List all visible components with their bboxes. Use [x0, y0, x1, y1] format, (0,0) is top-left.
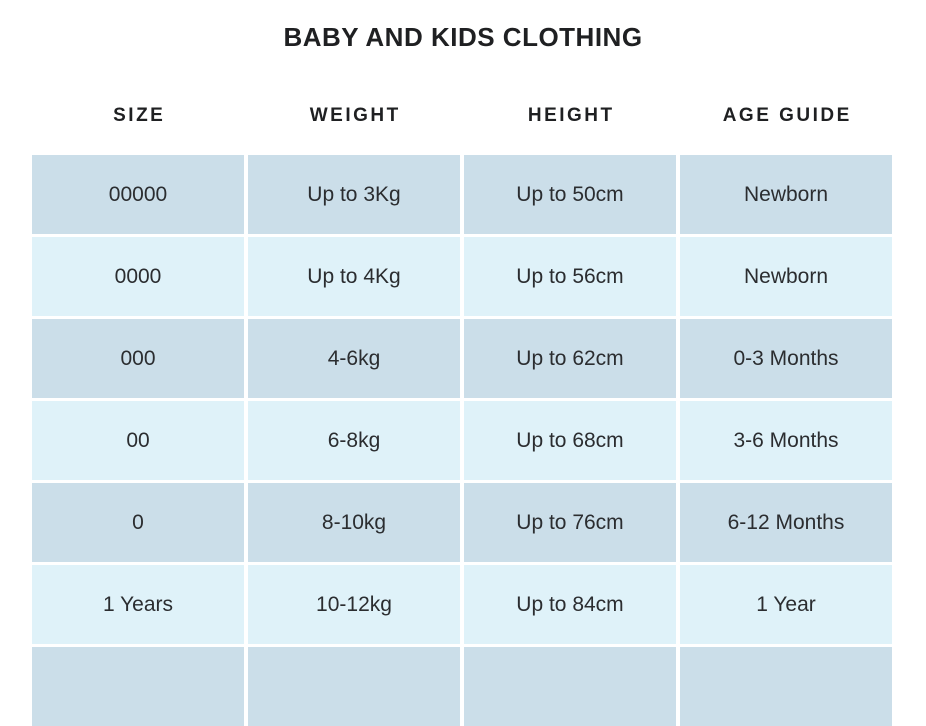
cell-height: Up to 68cm	[464, 401, 676, 480]
column-header-age-guide: AGE GUIDE	[722, 105, 852, 126]
cell-age-guide	[680, 647, 892, 726]
table-body: 00000 Up to 3Kg Up to 50cm Newborn 0000 …	[32, 155, 892, 726]
cell-height: Up to 62cm	[464, 319, 676, 398]
size-chart-table: SIZE WEIGHT HEIGHT AGE GUIDE 00000 Up to…	[32, 104, 892, 726]
cell-age-guide: 6-12 Months	[680, 483, 892, 562]
cell-weight: 4-6kg	[248, 319, 460, 398]
cell-size: 00	[32, 401, 244, 480]
cell-weight: 10-12kg	[248, 565, 460, 644]
column-header-height: HEIGHT	[527, 105, 615, 126]
cell-age-guide: Newborn	[680, 237, 892, 316]
cell-age-guide: Newborn	[680, 155, 892, 234]
cell-weight: Up to 3Kg	[248, 155, 460, 234]
cell-size: 00000	[32, 155, 244, 234]
cell-size: 1 Years	[32, 565, 244, 644]
column-header-size: SIZE	[113, 105, 166, 126]
column-header-weight: WEIGHT	[309, 105, 401, 126]
table-header-row: SIZE WEIGHT HEIGHT AGE GUIDE	[32, 104, 892, 128]
cell-weight: Up to 4Kg	[248, 237, 460, 316]
cell-weight: 6-8kg	[248, 401, 460, 480]
cell-height	[464, 647, 676, 726]
cell-height: Up to 76cm	[464, 483, 676, 562]
cell-size: 0	[32, 483, 244, 562]
size-chart-page: { "title": "BABY AND KIDS CLOTHING", "ta…	[0, 22, 926, 726]
cell-weight	[248, 647, 460, 726]
cell-height: Up to 50cm	[464, 155, 676, 234]
page-title: BABY AND KIDS CLOTHING	[283, 22, 643, 52]
cell-height: Up to 56cm	[464, 237, 676, 316]
cell-height: Up to 84cm	[464, 565, 676, 644]
cell-size	[32, 647, 244, 726]
cell-size: 0000	[32, 237, 244, 316]
cell-age-guide: 0-3 Months	[680, 319, 892, 398]
cell-weight: 8-10kg	[248, 483, 460, 562]
cell-size: 000	[32, 319, 244, 398]
cell-age-guide: 3-6 Months	[680, 401, 892, 480]
cell-age-guide: 1 Year	[680, 565, 892, 644]
